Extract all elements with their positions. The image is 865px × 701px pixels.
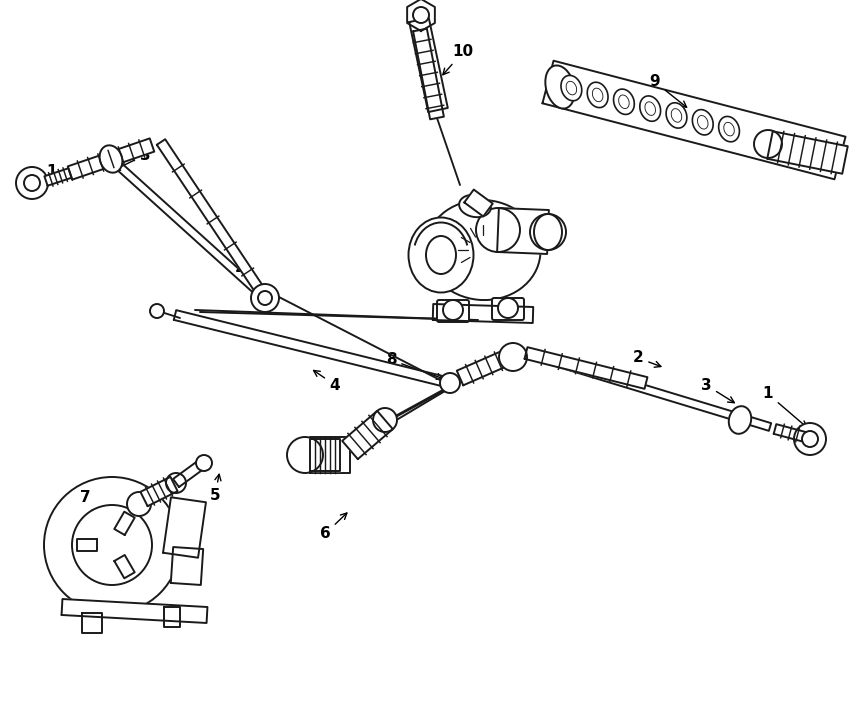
Circle shape — [754, 130, 782, 158]
Polygon shape — [61, 599, 208, 623]
Ellipse shape — [545, 65, 574, 109]
Polygon shape — [497, 208, 549, 254]
Polygon shape — [524, 347, 648, 389]
Polygon shape — [542, 61, 846, 179]
Ellipse shape — [408, 217, 473, 292]
Text: 9: 9 — [650, 74, 687, 107]
Circle shape — [440, 373, 460, 393]
Ellipse shape — [640, 96, 661, 121]
Text: 6: 6 — [320, 513, 347, 541]
Polygon shape — [310, 439, 340, 471]
Circle shape — [251, 284, 279, 312]
Ellipse shape — [618, 95, 629, 109]
Text: 10: 10 — [443, 44, 473, 75]
Polygon shape — [773, 424, 806, 442]
Polygon shape — [767, 131, 848, 174]
Ellipse shape — [593, 88, 603, 102]
Polygon shape — [114, 512, 135, 535]
Polygon shape — [170, 547, 203, 585]
Polygon shape — [44, 168, 72, 186]
Polygon shape — [67, 138, 154, 179]
Ellipse shape — [692, 109, 713, 135]
Polygon shape — [174, 310, 452, 388]
Text: 8: 8 — [386, 353, 443, 379]
Polygon shape — [82, 613, 102, 633]
Polygon shape — [413, 29, 444, 119]
Text: 7: 7 — [80, 489, 96, 516]
Circle shape — [802, 431, 818, 447]
Text: 2: 2 — [632, 350, 661, 367]
Ellipse shape — [561, 76, 582, 101]
Polygon shape — [140, 477, 177, 506]
Ellipse shape — [671, 109, 682, 122]
Circle shape — [44, 477, 180, 613]
Ellipse shape — [566, 81, 577, 95]
Polygon shape — [407, 0, 435, 31]
Ellipse shape — [729, 406, 751, 434]
Ellipse shape — [613, 89, 634, 114]
Polygon shape — [343, 411, 393, 459]
Ellipse shape — [534, 214, 562, 250]
Ellipse shape — [666, 103, 687, 128]
Circle shape — [794, 423, 826, 455]
Text: 1: 1 — [40, 165, 57, 181]
Polygon shape — [157, 139, 269, 301]
Circle shape — [166, 473, 186, 493]
Circle shape — [499, 343, 527, 371]
Circle shape — [443, 300, 463, 320]
Polygon shape — [77, 539, 97, 551]
Circle shape — [150, 304, 164, 318]
FancyBboxPatch shape — [437, 300, 469, 322]
Circle shape — [413, 7, 429, 23]
Polygon shape — [525, 349, 772, 431]
Polygon shape — [432, 304, 533, 323]
Circle shape — [530, 214, 566, 250]
Polygon shape — [108, 156, 267, 301]
Polygon shape — [409, 18, 448, 112]
Polygon shape — [310, 437, 350, 473]
Circle shape — [24, 175, 40, 191]
Polygon shape — [114, 555, 135, 578]
Ellipse shape — [724, 122, 734, 136]
Ellipse shape — [426, 236, 456, 274]
FancyBboxPatch shape — [492, 298, 524, 320]
Ellipse shape — [587, 82, 608, 108]
Polygon shape — [457, 350, 511, 386]
Circle shape — [373, 408, 397, 432]
Text: 2: 2 — [234, 259, 266, 290]
Ellipse shape — [719, 116, 740, 142]
Circle shape — [476, 208, 520, 252]
Text: 3: 3 — [701, 378, 734, 402]
Polygon shape — [163, 497, 206, 558]
Text: 4: 4 — [314, 370, 340, 393]
Ellipse shape — [645, 102, 656, 116]
Polygon shape — [173, 460, 205, 487]
Ellipse shape — [459, 195, 490, 217]
Ellipse shape — [99, 145, 122, 172]
Circle shape — [258, 291, 272, 305]
Polygon shape — [465, 189, 493, 217]
Circle shape — [287, 437, 323, 473]
Circle shape — [498, 298, 518, 318]
Ellipse shape — [426, 200, 541, 300]
Text: 3: 3 — [114, 147, 151, 170]
Ellipse shape — [697, 116, 708, 129]
Polygon shape — [164, 607, 180, 627]
Circle shape — [72, 505, 152, 585]
Text: 5: 5 — [209, 475, 221, 503]
Circle shape — [127, 492, 151, 516]
Circle shape — [196, 455, 212, 471]
Circle shape — [16, 167, 48, 199]
Text: 1: 1 — [763, 386, 807, 427]
